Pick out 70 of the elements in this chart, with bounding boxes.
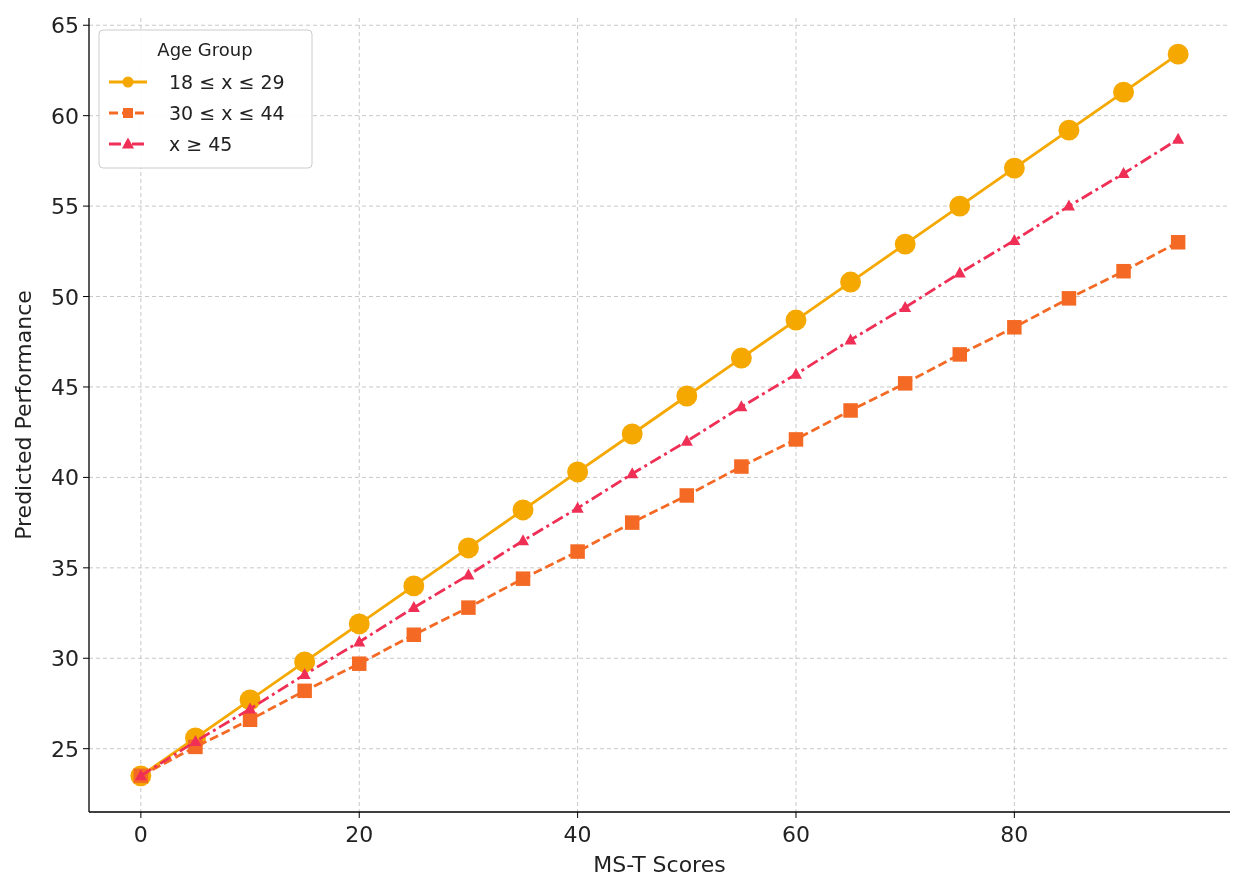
point <box>462 568 475 580</box>
y-tick-label: 45 <box>51 374 79 400</box>
x-tick-label: 0 <box>133 822 148 847</box>
point <box>953 266 966 278</box>
y-tick-label: 30 <box>51 646 79 672</box>
point <box>1116 263 1131 279</box>
point <box>680 434 693 446</box>
point <box>294 651 316 673</box>
point <box>1113 81 1134 103</box>
x-tick-label: 80 <box>1000 822 1029 847</box>
point <box>403 575 425 597</box>
point <box>407 601 420 613</box>
y-tick-label: 50 <box>51 284 79 310</box>
point <box>353 635 366 647</box>
point <box>242 712 258 728</box>
y-tick-label: 65 <box>51 13 79 39</box>
x-tick-label: 20 <box>345 822 374 847</box>
point <box>734 459 749 474</box>
point <box>457 537 479 559</box>
point <box>515 571 531 586</box>
y-tick-label: 55 <box>51 194 79 220</box>
point <box>1008 233 1021 245</box>
y-tick-label: 35 <box>51 555 79 581</box>
point <box>1170 235 1186 250</box>
legend-title: Age Group <box>157 39 253 60</box>
point <box>348 613 370 635</box>
point <box>1058 119 1080 141</box>
x-axis-title: MS-T Scores <box>593 852 726 877</box>
point <box>735 400 748 412</box>
point <box>1007 320 1022 335</box>
point <box>676 385 698 407</box>
point <box>1061 291 1077 306</box>
point <box>899 300 912 312</box>
y-tick-label: 25 <box>51 736 79 762</box>
point <box>844 333 857 345</box>
point <box>570 544 585 559</box>
point <box>1117 167 1130 179</box>
y-tick-label: 60 <box>51 103 79 129</box>
x-tick-label: 60 <box>781 822 810 847</box>
point <box>785 309 807 331</box>
point <box>952 347 968 362</box>
point <box>1003 157 1025 179</box>
point <box>571 501 584 513</box>
point <box>1167 43 1189 65</box>
point <box>297 683 312 699</box>
point <box>351 656 367 671</box>
point <box>730 347 752 369</box>
point <box>406 627 422 642</box>
point <box>567 461 589 483</box>
point <box>621 423 643 445</box>
point <box>949 195 971 217</box>
point <box>517 534 530 546</box>
legend-label: 30 ≤ x ≤ 44 <box>169 102 285 124</box>
y-axis-title: Predicted Performance <box>11 290 36 540</box>
legend-label: x ≥ 45 <box>169 133 233 155</box>
point <box>512 499 534 521</box>
legend-label: 18 ≤ x ≤ 29 <box>169 71 285 93</box>
point <box>843 403 858 418</box>
point <box>244 702 257 714</box>
point <box>1172 132 1185 144</box>
y-tick-label: 40 <box>51 465 79 491</box>
point <box>626 467 639 479</box>
point <box>624 515 640 530</box>
point <box>897 376 913 391</box>
point <box>788 432 804 447</box>
point <box>840 271 862 293</box>
point <box>894 233 916 255</box>
point <box>679 488 695 503</box>
point <box>461 600 476 615</box>
x-tick-label: 40 <box>563 822 592 847</box>
